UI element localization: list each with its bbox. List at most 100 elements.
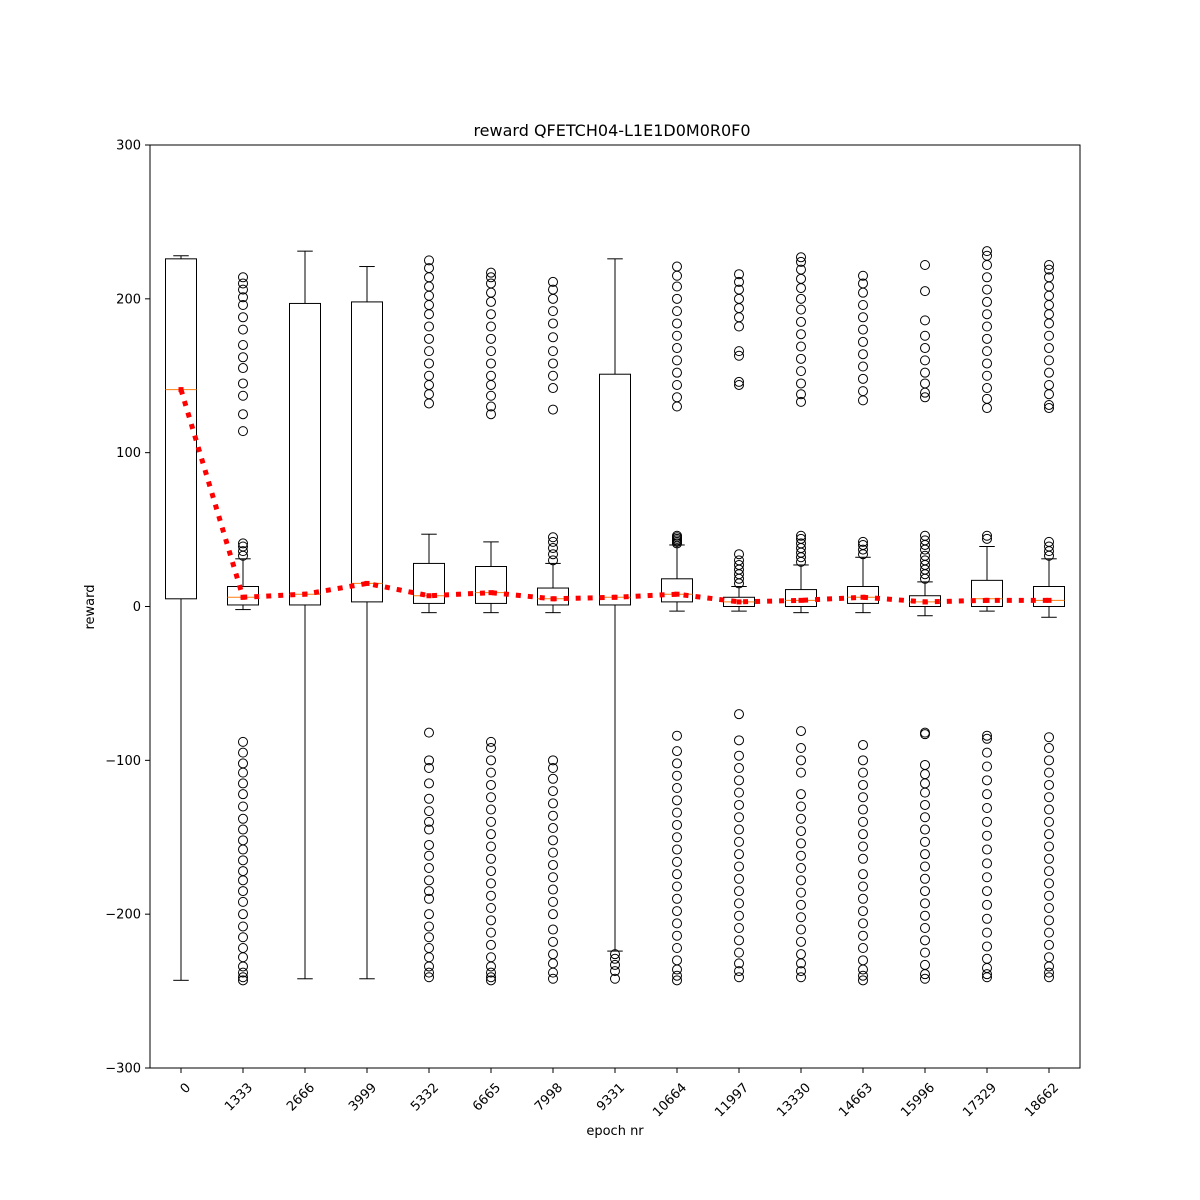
outlier-point: [920, 935, 930, 946]
outlier-point: [796, 826, 806, 837]
outlier-point: [1044, 915, 1054, 926]
outlier-point: [1044, 927, 1054, 938]
outlier-point: [548, 284, 558, 295]
outlier-point: [1044, 399, 1054, 410]
outlier-point: [486, 267, 496, 278]
outlier-point: [548, 924, 558, 935]
box-iqr: [413, 562, 445, 604]
box-group: [1033, 259, 1065, 983]
box-group: [537, 276, 569, 984]
outlier-point: [672, 306, 682, 317]
outlier-point: [982, 830, 992, 841]
outlier-point: [238, 352, 248, 363]
outlier-point: [796, 912, 806, 923]
outlier-point: [796, 533, 806, 544]
outlier-point: [1044, 743, 1054, 754]
outlier-point: [858, 539, 868, 550]
outlier-point: [796, 264, 806, 275]
outlier-point: [982, 972, 992, 983]
outlier-point: [672, 819, 682, 830]
y-axis: −300 −200 −100 0 100 200 300: [105, 139, 150, 1077]
outlier-point: [548, 358, 558, 369]
y-tick-label: −200: [105, 908, 141, 923]
outlier-point: [672, 261, 682, 272]
outlier-point: [672, 832, 682, 843]
outlier-point: [486, 866, 496, 877]
outlier-point: [858, 779, 868, 790]
outlier-point: [920, 799, 930, 810]
outlier-point: [672, 758, 682, 769]
outlier-point: [238, 921, 248, 932]
outlier-point: [796, 396, 806, 407]
outlier-point: [238, 409, 248, 420]
outlier-point: [858, 804, 868, 815]
outlier-point: [982, 789, 992, 800]
box-group: [909, 259, 941, 984]
outlier-point: [858, 918, 868, 929]
outlier-point: [486, 829, 496, 840]
outlier-point: [734, 346, 744, 357]
box-group: [785, 252, 817, 983]
outlier-point: [548, 835, 558, 846]
outlier-point: [1044, 972, 1054, 983]
y-tick-label: −300: [105, 1062, 141, 1077]
outlier-point: [1044, 403, 1054, 414]
x-axis-label: epoch nr: [586, 1124, 644, 1139]
outlier-point: [486, 333, 496, 344]
outlier-point: [238, 312, 248, 323]
outlier-point: [982, 284, 992, 295]
outlier-point: [672, 281, 682, 292]
box-group: [723, 269, 755, 983]
outlier-point: [734, 709, 744, 720]
outlier-point: [858, 970, 868, 981]
outlier-point: [238, 824, 248, 835]
outlier-point: [548, 909, 558, 920]
outlier-point: [858, 349, 868, 360]
outlier-point: [548, 536, 558, 547]
outlier-point: [920, 259, 930, 270]
mean-point: [1046, 597, 1052, 603]
outlier-point: [486, 390, 496, 401]
outlier-point: [238, 844, 248, 855]
outlier-point: [238, 909, 248, 920]
box-group: [599, 258, 631, 984]
outlier-point: [548, 936, 558, 947]
outlier-point: [982, 941, 992, 952]
outlier-point: [796, 293, 806, 304]
outlier-point: [238, 972, 248, 983]
outlier-point: [982, 775, 992, 786]
outlier-point: [486, 346, 496, 357]
outlier-point: [238, 546, 248, 557]
outlier-point: [734, 910, 744, 921]
outlier-point: [1044, 903, 1054, 914]
box-iqr: [165, 258, 197, 600]
outlier-point: [672, 975, 682, 986]
outlier-point: [610, 966, 620, 977]
outlier-point: [486, 939, 496, 950]
outlier-point: [424, 932, 434, 943]
outlier-point: [424, 921, 434, 932]
outlier-point: [920, 812, 930, 823]
box-group: [413, 255, 445, 983]
box-group: [661, 261, 693, 986]
outlier-point: [610, 959, 620, 970]
outlier-point: [486, 890, 496, 901]
outlier-point: [920, 898, 930, 909]
outlier-point: [796, 726, 806, 737]
outlier-point: [548, 306, 558, 317]
outlier-point: [1044, 967, 1054, 978]
outlier-point: [920, 315, 930, 326]
outlier-point: [982, 296, 992, 307]
outlier-point: [548, 332, 558, 343]
outlier-point: [1044, 779, 1054, 790]
outlier-point: [920, 861, 930, 872]
mean-point: [364, 580, 370, 586]
box-iqr: [599, 373, 631, 606]
outlier-point: [424, 255, 434, 266]
outlier-point: [858, 536, 868, 547]
outlier-point: [796, 887, 806, 898]
outlier-point: [858, 816, 868, 827]
outlier-point: [858, 841, 868, 852]
mean-point: [922, 599, 928, 605]
